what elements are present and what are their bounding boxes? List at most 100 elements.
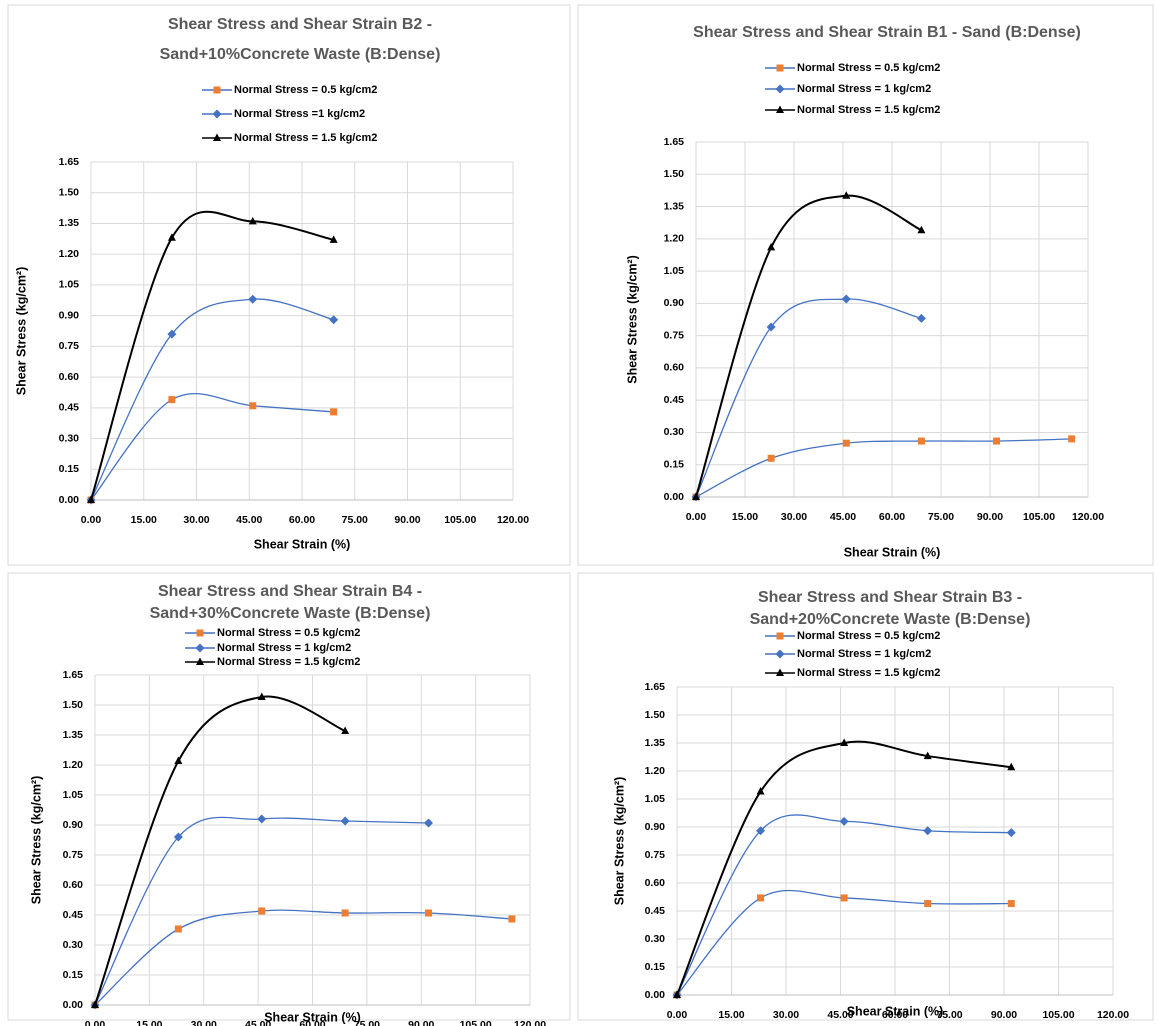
marker [840, 738, 849, 746]
legend-label: Normal Stress = 1 kg/cm2 [797, 648, 931, 660]
y-axis-title: Shear Stress (kg/cm²) [612, 777, 626, 906]
legend-label: Normal Stress = 0.5 kg/cm2 [234, 84, 377, 96]
marker [776, 668, 784, 676]
x-tick-label: 90.00 [977, 511, 1003, 523]
marker [91, 1000, 99, 1008]
marker [840, 894, 848, 902]
marker [842, 439, 850, 447]
y-tick-label: 0.15 [63, 969, 84, 981]
chart-title: Shear Stress and Shear Strain B4 - [158, 583, 422, 600]
marker [842, 191, 851, 199]
marker [924, 900, 932, 908]
marker [757, 894, 765, 902]
y-tick-label: 1.35 [664, 200, 685, 212]
x-tick-label: 105.00 [1023, 511, 1055, 523]
legend-label: Normal Stress = 1 kg/cm2 [217, 642, 351, 654]
marker [1007, 762, 1016, 771]
x-tick-label: 60.00 [882, 1009, 908, 1021]
marker [248, 216, 257, 225]
x-tick-label: 105.00 [1042, 1009, 1074, 1021]
y-tick-label: 0.45 [63, 909, 84, 921]
chart-panel: Shear Stress and Shear Strain B4 - Sand+3… [7, 572, 571, 1026]
x-tick-label: 60.00 [289, 514, 315, 526]
x-tick-label: 75.00 [354, 1019, 380, 1026]
series-line [90, 210, 334, 501]
y-tick-label: 0.90 [664, 297, 685, 309]
y-tick-label: 0.00 [645, 989, 666, 1001]
y-tick-label: 1.05 [59, 279, 80, 291]
marker [196, 657, 204, 665]
marker [776, 105, 784, 113]
marker [776, 632, 784, 640]
x-axis-title: Shear Strain (%) [844, 545, 941, 559]
x-tick-label: 105.00 [460, 1019, 492, 1026]
x-axis-title: Shear Strain (%) [264, 1010, 361, 1024]
legend-label: Normal Stress = 1.5 kg/cm2 [797, 104, 940, 116]
y-tick-label: 0.00 [59, 494, 80, 506]
x-tick-label: 120.00 [1097, 1009, 1129, 1021]
y-tick-label: 0.60 [645, 877, 666, 889]
chart-title: Shear Stress and Shear Strain B2 - [168, 16, 432, 33]
x-tick-label: 120.00 [497, 514, 529, 526]
marker [168, 396, 176, 404]
marker [212, 109, 222, 119]
y-tick-label: 0.15 [59, 463, 80, 475]
y-tick-label: 1.35 [63, 729, 84, 741]
marker [341, 726, 350, 734]
y-tick-label: 1.65 [63, 669, 84, 681]
chart-title: Shear Stress and Shear Strain B3 - [758, 589, 1022, 606]
y-tick-label: 0.30 [59, 432, 80, 444]
marker [1068, 435, 1076, 443]
marker [213, 86, 221, 94]
y-axis-title: Shear Stress (kg/cm²) [14, 267, 28, 396]
y-tick-label: 0.90 [59, 309, 80, 321]
y-tick-label: 1.50 [59, 187, 80, 199]
y-tick-label: 0.75 [63, 849, 84, 861]
x-tick-label: 0.00 [667, 1009, 688, 1021]
y-tick-label: 1.50 [645, 709, 666, 721]
x-tick-label: 45.00 [236, 514, 262, 526]
series-line [94, 816, 429, 1006]
x-tick-label: 120.00 [1072, 511, 1104, 523]
marker [917, 437, 925, 445]
marker [329, 235, 338, 243]
y-tick-label: 0.45 [645, 905, 666, 917]
panel-frame [577, 4, 1154, 566]
marker [923, 751, 932, 760]
x-tick-label: 15.00 [131, 514, 157, 526]
marker [776, 64, 784, 72]
chart-title: Sand+30%Concrete Waste (B:Dense) [150, 605, 431, 622]
series-line [695, 298, 922, 498]
legend-label: Normal Stress = 1 kg/cm2 [797, 83, 931, 95]
x-tick-label: 60.00 [879, 511, 905, 523]
y-tick-label: 0.00 [664, 491, 685, 503]
marker [249, 402, 257, 410]
x-axis-title: Shear Strain (%) [847, 1004, 944, 1018]
series-line [676, 814, 1012, 996]
x-tick-label: 60.00 [299, 1019, 325, 1026]
marker [258, 907, 266, 915]
marker [923, 826, 933, 836]
marker [195, 643, 205, 653]
x-tick-label: 75.00 [342, 514, 368, 526]
marker [916, 313, 926, 323]
x-tick-label: 45.00 [827, 1009, 853, 1021]
chart-panel: Shear Stress and Shear Strain B3 - Sand+2… [577, 572, 1154, 1021]
legend-label: Normal Stress = 0.5 kg/cm2 [797, 62, 940, 74]
chart-panel: Shear Stress and Shear Strain B1 - Sand … [577, 4, 1154, 566]
y-tick-label: 0.00 [63, 999, 84, 1011]
x-tick-label: 75.00 [936, 1009, 962, 1021]
marker [1007, 900, 1015, 908]
y-tick-label: 1.35 [645, 737, 666, 749]
marker [330, 408, 338, 416]
x-tick-label: 0.00 [686, 511, 707, 523]
legend-label: Normal Stress = 1.5 kg/cm2 [234, 132, 377, 144]
marker [167, 233, 176, 241]
x-tick-label: 0.00 [81, 514, 102, 526]
x-tick-label: 75.00 [928, 511, 954, 523]
marker [196, 629, 204, 637]
x-tick-label: 30.00 [191, 1019, 217, 1026]
x-tick-label: 120.00 [514, 1019, 546, 1026]
series-line [695, 194, 922, 498]
marker [174, 756, 183, 764]
